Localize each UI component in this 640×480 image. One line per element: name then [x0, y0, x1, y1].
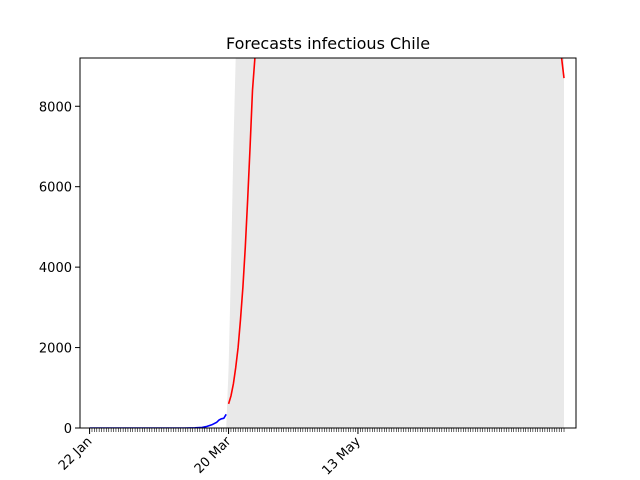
- y-tick-label: 6000: [39, 181, 72, 196]
- y-tick-label: 2000: [39, 342, 72, 357]
- x-tick-label: 22 Jan: [56, 434, 95, 473]
- y-tick-label: 8000: [39, 100, 72, 115]
- forecast-line: [227, 58, 256, 405]
- y-tick-label: 0: [64, 422, 72, 437]
- chart-title: Forecasts infectious Chile: [226, 34, 430, 53]
- x-tick-label: 20 Mar: [192, 434, 235, 477]
- y-tick-label: 4000: [39, 261, 72, 276]
- plot-frame: [79, 57, 577, 429]
- x-tick-label: 13 May: [320, 434, 364, 478]
- observed-line: [89, 413, 227, 428]
- forecast-line-tail: [560, 58, 565, 79]
- forecast-band: [226, 58, 564, 428]
